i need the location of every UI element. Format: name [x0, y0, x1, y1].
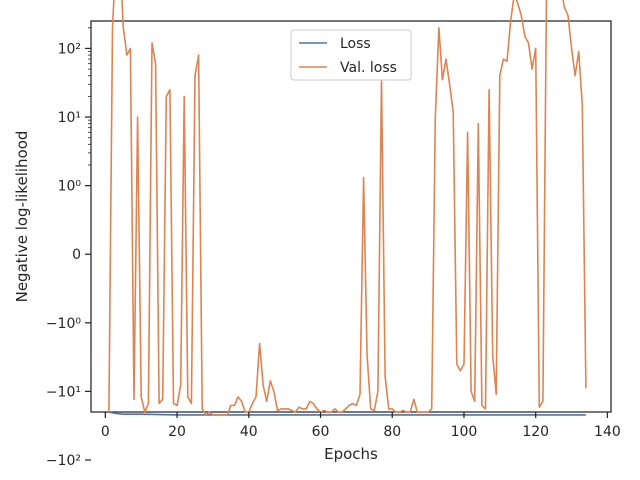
x-tick-label: 20	[168, 424, 186, 440]
y-tick-label: −10²	[46, 453, 81, 469]
x-axis-title: Epochs	[324, 445, 378, 463]
series-line-val-loss	[108, 0, 587, 416]
y-axis: −10²−10¹−10⁰010⁰10¹10²10³	[46, 27, 91, 469]
x-tick-label: 0	[101, 424, 110, 440]
y-tick-label: −10⁰	[46, 316, 82, 332]
x-tick-label: 60	[312, 424, 330, 440]
y-axis-title: Negative log-likelihood	[13, 131, 31, 303]
x-tick-label: 40	[240, 424, 258, 440]
y-tick-label: 0	[72, 247, 81, 263]
legend-label-loss: Loss	[340, 36, 371, 52]
y-tick-label: 10⁰	[58, 179, 82, 195]
legend: Loss Val. loss	[290, 29, 412, 81]
x-tick-label: 120	[522, 424, 549, 440]
axes-frame	[90, 20, 612, 413]
y-tick-label: 10²	[58, 41, 81, 57]
x-tick-label: 100	[451, 424, 478, 440]
x-tick-label: 80	[383, 424, 401, 440]
legend-label-val-loss: Val. loss	[340, 60, 397, 76]
y-tick-label: −10¹	[46, 384, 81, 400]
y-tick-label: 10¹	[58, 110, 81, 126]
x-tick-label: 140	[594, 424, 621, 440]
x-axis: 0 20 40 60 80 100 120 140	[101, 412, 621, 440]
